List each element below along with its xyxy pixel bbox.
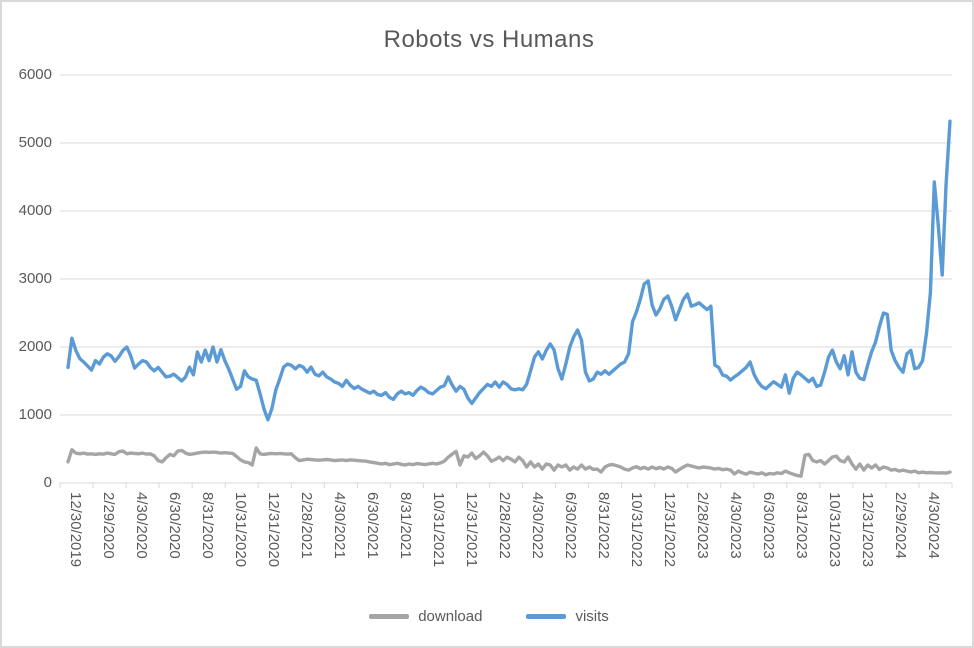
legend-item-visits[interactable]: visits xyxy=(526,608,609,625)
x-axis-label: 12/31/2020 xyxy=(264,492,282,568)
y-axis-label: 1000 xyxy=(18,406,52,423)
x-axis-label: 6/30/2022 xyxy=(562,492,580,559)
x-axis-label: 2/29/2020 xyxy=(99,492,117,559)
x-axis-label: 2/28/2022 xyxy=(496,492,513,559)
x-axis-label: 6/30/2020 xyxy=(165,492,183,559)
x-axis-label: 4/30/2022 xyxy=(529,492,547,559)
x-axis-label: 10/31/2023 xyxy=(826,492,844,568)
x-axis-label: 8/31/2021 xyxy=(396,492,414,559)
x-axis-label: 4/30/2021 xyxy=(330,492,348,559)
download-line-swatch-icon xyxy=(369,614,410,619)
legend-label-visits: visits xyxy=(575,608,609,625)
y-axis-label: 4000 xyxy=(18,202,52,219)
x-axis-label: 4/30/2024 xyxy=(925,492,943,559)
y-axis-label: 3000 xyxy=(18,270,52,287)
legend-item-download[interactable]: download xyxy=(369,608,482,625)
visits-line-swatch-icon xyxy=(526,614,567,619)
x-axis-label: 10/31/2020 xyxy=(231,492,249,568)
x-axis-label: 12/30/2019 xyxy=(66,492,84,568)
x-axis-label: 6/30/2021 xyxy=(363,492,381,559)
x-axis-label: 2/29/2024 xyxy=(892,492,910,559)
y-axis-label: 5000 xyxy=(18,134,52,151)
x-axis-label: 12/31/2021 xyxy=(462,492,480,568)
x-axis-label: 10/31/2021 xyxy=(429,492,447,568)
x-axis-label: 8/31/2022 xyxy=(595,492,613,559)
x-axis-label: 12/31/2023 xyxy=(859,492,877,568)
x-axis-label: 10/31/2022 xyxy=(628,492,646,568)
legend-label-download: download xyxy=(418,608,483,625)
x-axis-label: 4/30/2020 xyxy=(132,492,150,559)
x-axis-label: 12/31/2022 xyxy=(661,492,679,568)
x-axis-label: 8/31/2020 xyxy=(198,492,216,559)
y-axis-label: 0 xyxy=(43,474,52,491)
x-axis-label: 2/28/2021 xyxy=(297,492,315,559)
x-axis-label: 6/30/2023 xyxy=(760,492,778,559)
y-axis-label: 2000 xyxy=(18,338,52,355)
chart-title: Robots vs Humans xyxy=(383,26,595,53)
x-axis-label: 8/31/2023 xyxy=(793,492,811,559)
x-axis-label: 2/28/2023 xyxy=(694,492,712,559)
x-axis-label: 4/30/2023 xyxy=(727,492,745,559)
visits-line xyxy=(66,119,952,422)
download-line xyxy=(66,446,952,478)
legend: download visits xyxy=(2,608,972,625)
y-axis-label: 6000 xyxy=(18,66,52,83)
